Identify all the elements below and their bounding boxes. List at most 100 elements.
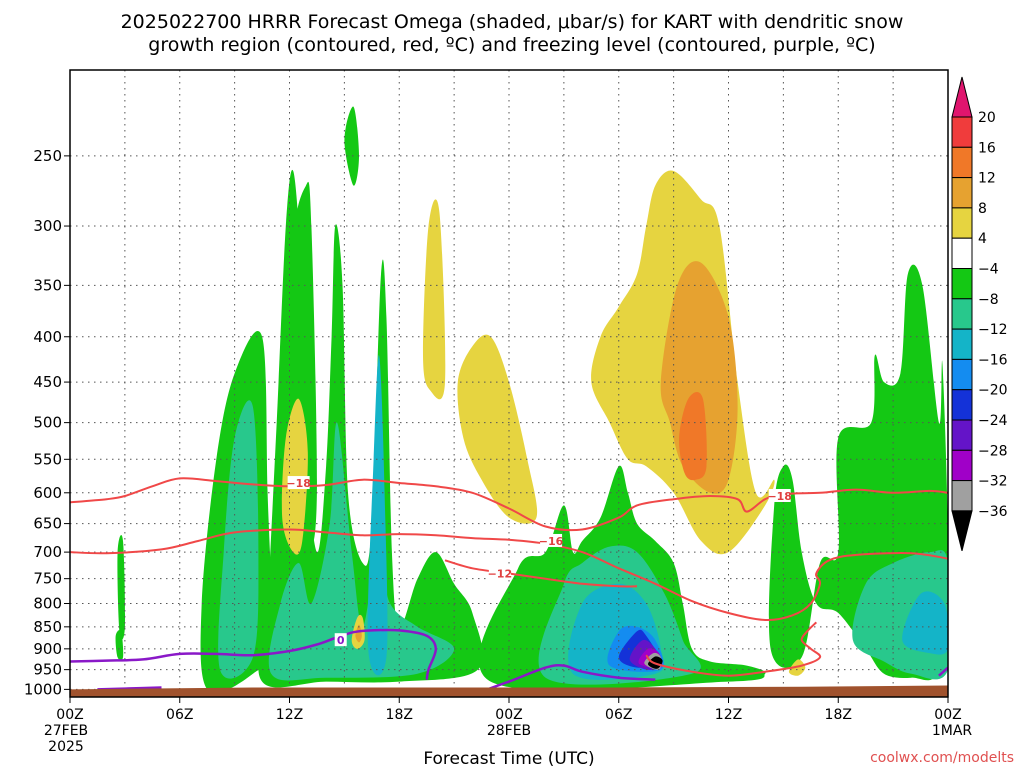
temperature-contour-3 [444,559,638,588]
positive-omega-region-1 [422,199,446,400]
y-tick-label: 500 [33,414,62,432]
temperature-contour-0 [70,477,948,532]
temperature-contour-2 [70,528,948,622]
y-tick-label: 650 [33,515,62,533]
colorbar-label: 20 [978,110,996,126]
freezing-level-line-1 [486,663,656,691]
colorbar: 20 16 12 8 4 −4 −8 −12 −16 −20 −24 −28 −32 −36 [951,76,1008,552]
y-tick-label: 250 [33,147,62,165]
colorbar-swatch [951,177,973,209]
colorbar-swatch [951,480,973,512]
colorbar-swatch [951,419,973,451]
x-tick-label: 28FEB [487,723,531,739]
colorbar-label: 4 [978,231,987,247]
contour-label-bg [488,566,511,580]
colorbar-swatch [951,116,973,148]
omega-region-1 [218,400,259,679]
colorbar-label: −28 [978,443,1008,459]
x-tick-label: 06Z [166,707,193,723]
colorbar-swatch [951,298,973,330]
colorbar-bottom-arrow [951,510,973,552]
contour-label: −18 [286,477,311,490]
temperature-contour-4 [645,621,822,677]
colorbar-label: −12 [978,322,1008,338]
y-tick-label: 850 [33,618,62,636]
y-tick-label: 700 [33,543,62,561]
y-tick-label: 750 [33,570,62,588]
terrain-fill [70,685,948,697]
x-tick-label: 12Z [715,707,742,723]
omega-region-8 [115,629,124,661]
colorbar-label: 12 [978,171,996,187]
credit-text: coolwx.com/modelts [870,750,1014,766]
omega-region-4 [367,355,388,676]
freezing-level-label: 0 [337,634,345,647]
y-tick-label: 600 [33,484,62,502]
omega-region-5 [293,181,317,544]
colorbar-label: −8 [978,292,999,308]
y-tick-label: 550 [33,450,62,468]
colorbar-label: −4 [978,262,999,278]
colorbar-label: −24 [978,413,1008,429]
x-tick-label: 27FEB [44,723,88,739]
contour-label: −18 [767,490,792,503]
freezing-label-bg [334,633,347,647]
colorbar-swatch [951,449,973,482]
contour-label: −12 [488,568,513,581]
terrain-layer [70,685,948,697]
colorbar-label: 16 [978,140,996,156]
plot-area: −18 −18 −16 −12 0 [69,69,949,698]
colorbar-swatch [951,146,973,179]
x-tick-label: 00Z [56,707,83,723]
positive-omega-region-2 [457,334,538,524]
contour-label: −16 [539,535,564,548]
colorbar-label: −16 [978,352,1008,368]
colorbar-top-arrow [951,76,973,118]
contour-label-bg [287,476,310,490]
y-tick-label: 350 [33,276,62,294]
contour-label-bg [540,533,563,547]
colorbar-label: −36 [978,504,1008,520]
colorbar-swatch [951,389,973,421]
omega-shading [115,106,948,694]
temperature-contours: −18 −18 −16 −12 0 [70,476,948,691]
omega-region-20 [902,591,948,655]
contour-label-bg [768,488,791,502]
omega-region-7 [117,534,126,640]
colorbar-swatch [951,268,973,300]
x-tick-label: 06Z [605,707,632,723]
colorbar-label: −20 [978,383,1008,399]
chart-title-line2: growth region (contoured, red, ºC) and f… [148,34,875,56]
x-tick-label: 2025 [48,739,84,755]
omega-region-3 [268,422,455,681]
colorbar-swatch [951,237,973,269]
x-axis-label: Forecast Time (UTC) [423,749,594,768]
y-tick-label: 900 [33,640,62,658]
positive-omega-region-5 [679,392,707,481]
freezing-level-line-0 [70,628,438,680]
colorbar-swatch [951,358,973,391]
colorbar-label: −32 [978,474,1008,490]
colorbar-swatch [951,207,973,239]
x-tick-label: 18Z [386,707,413,723]
y-tick-label: 400 [33,328,62,346]
y-tick-label: 450 [33,373,62,391]
y-tick-label: 1000 [24,680,62,698]
y-tick-label: 800 [33,595,62,613]
x-tick-label: 00Z [495,707,522,723]
x-tick-label: 00Z [934,707,961,723]
y-axis: 250 300 350 400 450 500 550 600 650 700 750 800 850 9… [24,147,70,698]
y-tick-label: 950 [33,661,62,679]
x-tick-label: 1MAR [932,723,973,739]
omega-region-2 [258,169,483,688]
chart-title-line1: 2025022700 HRRR Forecast Omega (shaded, … [121,11,904,33]
y-tick-label: 300 [33,217,62,235]
colorbar-swatch [951,328,973,360]
omega-region-6 [344,106,359,186]
positive-omega-region-7 [355,624,362,643]
x-tick-label: 18Z [825,707,852,723]
colorbar-label: 8 [978,201,987,217]
x-tick-label: 12Z [276,707,303,723]
